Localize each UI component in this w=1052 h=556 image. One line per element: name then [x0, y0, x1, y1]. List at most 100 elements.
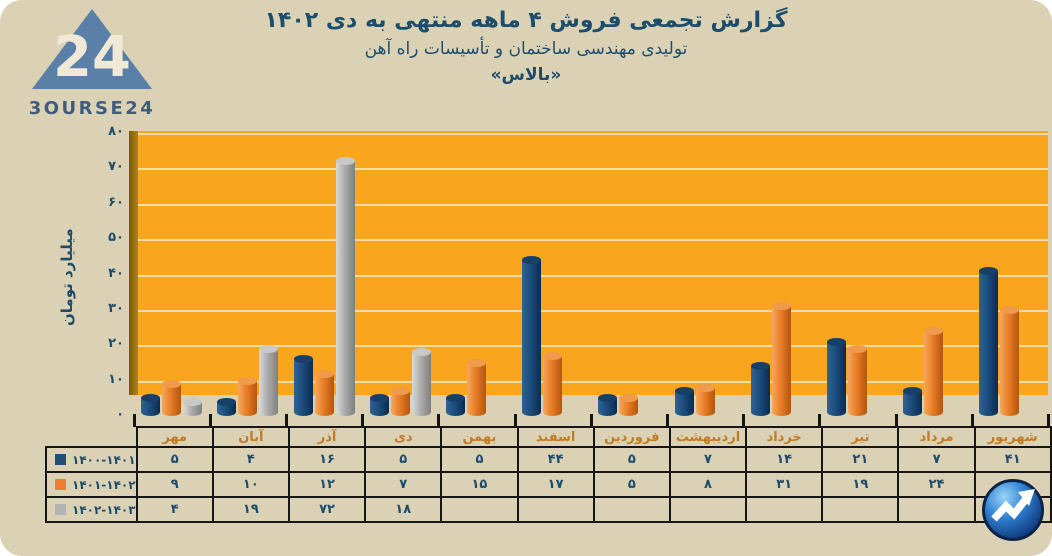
plot-area [138, 131, 1048, 395]
x-tick [742, 414, 746, 427]
x-tick [589, 414, 593, 427]
bar-1-3 [390, 387, 410, 416]
y-tick-label: ۷۰ [108, 159, 124, 175]
value-cell [440, 496, 519, 523]
bar-0-9 [826, 337, 846, 416]
bar-1-8 [771, 302, 791, 416]
x-tick [132, 414, 136, 427]
y-tick-label: ۳۰ [108, 300, 124, 316]
bar-0-10 [903, 387, 923, 416]
bar-1-2 [314, 369, 334, 416]
gridline [138, 345, 1048, 348]
bar-0-6 [598, 394, 618, 416]
bar-0-0 [141, 394, 161, 416]
value-cell [516, 496, 595, 523]
x-tick [284, 414, 288, 427]
y-tick-label: ۴۰ [108, 265, 124, 281]
bourse24-triangle-icon: 24 3OURSE24 [29, 9, 156, 119]
series-swatch-icon [55, 454, 66, 465]
gridline [138, 133, 1048, 135]
y-tick-label: ۰ [116, 407, 124, 422]
series-label: ۱۴۰۲-۱۴۰۳ [72, 502, 136, 517]
trend-arrow-logo [980, 477, 1046, 543]
month-header-cell: آذر [287, 426, 367, 448]
bar-0-4 [445, 394, 465, 416]
y-axis-title: میلیارد تومان [58, 228, 76, 327]
table-header-row: مهر آبان آذر دی بهمن اسفند فروردین اردیبهشت خردا… [46, 426, 1052, 448]
value-cell: ۵ [364, 446, 443, 473]
trend-arrow-icon [982, 479, 1044, 541]
x-tick [361, 414, 365, 427]
value-cell: ۹ [135, 471, 214, 498]
legend-cell: ۱۴۰۱-۱۴۰۲ [45, 471, 138, 498]
y-tick-label: ۶۰ [108, 194, 124, 210]
bar-1-5 [543, 351, 563, 416]
value-cell: ۱۰ [211, 471, 290, 498]
x-tick [894, 414, 898, 427]
bourse24-logo: 24 3OURSE24 [28, 6, 158, 124]
bar-0-11 [979, 266, 999, 416]
month-header-cell: مرداد [897, 426, 976, 448]
value-cell: ۱۹ [821, 471, 900, 498]
legend-cell: ۱۴۰۲-۱۴۰۳ [45, 496, 138, 523]
month-header-cell: اردیبهشت [668, 426, 748, 448]
bar-0-8 [750, 362, 770, 416]
value-cell: ۲۴ [897, 471, 976, 498]
bar-2-0 [183, 397, 203, 416]
x-tick [513, 414, 517, 427]
series-swatch-icon [55, 479, 66, 490]
y-tick-label: ۸۰ [108, 124, 124, 139]
value-cell: ۲۱ [821, 446, 900, 473]
value-cell: ۱۶ [287, 446, 367, 473]
month-header-cell: دی [364, 426, 443, 448]
page-title: گزارش تجمعی فروش ۴ ماهه منتهی به دی ۱۴۰۲ [264, 8, 788, 33]
y-tick-label: ۲۰ [108, 336, 124, 352]
value-cell: ۷۲ [287, 496, 367, 523]
value-cell: ۱۵ [440, 471, 519, 498]
month-header-cell: تیر [821, 426, 900, 448]
page-subtitle: تولیدی مهندسی ساختمان و تأسیسات راه آهن [364, 39, 688, 59]
x-tick [208, 414, 212, 427]
bar-1-6 [619, 394, 639, 416]
value-cell: ۸ [668, 471, 748, 498]
gridline [138, 168, 1048, 171]
value-cell: ۳۱ [745, 471, 824, 498]
value-cell [821, 496, 900, 523]
value-cell: ۷ [364, 471, 443, 498]
value-cell: ۷ [897, 446, 976, 473]
brand-text: 3OURSE24 [29, 98, 156, 119]
x-tick [665, 414, 669, 427]
value-cell: ۵ [135, 446, 214, 473]
value-cell: ۴۱ [973, 446, 1052, 473]
value-cell: ۴ [211, 446, 290, 473]
legend-cell: ۱۴۰۰-۱۴۰۱ [45, 446, 138, 473]
value-cell: ۵ [592, 446, 671, 473]
value-cell: ۱۴ [745, 446, 824, 473]
bar-0-7 [674, 387, 694, 416]
value-cell: ۴ [135, 496, 214, 523]
plot-3d-wall-edge [129, 131, 138, 395]
y-tick-label: ۵۰ [108, 230, 124, 246]
value-cell: ۱۷ [516, 471, 595, 498]
gridline [138, 239, 1048, 242]
value-cell [668, 496, 748, 523]
bar-0-2 [293, 355, 313, 416]
header-titles: گزارش تجمعی فروش ۴ ماهه منتهی به دی ۱۴۰۲… [150, 6, 902, 88]
month-header-cell: بهمن [440, 426, 519, 448]
bar-2-3 [411, 348, 431, 416]
value-cell: ۱۲ [287, 471, 367, 498]
value-cell: ۷ [668, 446, 748, 473]
bar-0-1 [217, 397, 237, 416]
bar-1-0 [162, 380, 182, 416]
month-header-cell: اسفند [516, 426, 595, 448]
bar-1-7 [695, 383, 715, 416]
gridline [138, 274, 1048, 277]
month-header-cell: فروردین [592, 426, 671, 448]
logo-number: 24 [53, 25, 131, 90]
month-header-cell: شهریور [973, 426, 1052, 448]
value-cell: ۴۴ [516, 446, 595, 473]
value-cell: ۵ [440, 446, 519, 473]
bar-1-4 [466, 358, 486, 416]
data-table: مهر آبان آذر دی بهمن اسفند فروردین اردیبهشت خردا… [45, 426, 1052, 523]
